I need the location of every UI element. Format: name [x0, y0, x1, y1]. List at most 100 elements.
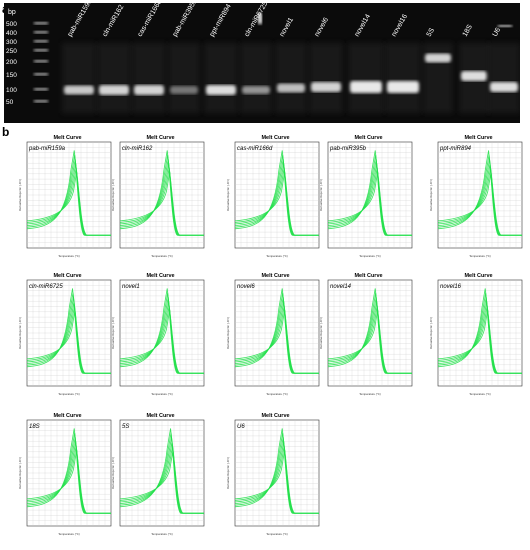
lane-label: cln-miR6725: [244, 3, 270, 38]
melt-curve-chart: Melt Curve Derivative Reporter (-Rn') Temp…: [110, 132, 211, 260]
lane-label: novel16: [391, 13, 409, 38]
ladder-mark: 200: [6, 59, 17, 66]
melt-chart-label: cln-miR6725: [29, 284, 63, 290]
melt-chart-title: Melt Curve: [146, 413, 174, 419]
lane-label: novel14: [354, 13, 372, 38]
melt-curve-svg: Melt Curve Derivative Reporter (-Rn') Temp…: [111, 135, 205, 258]
melt-curve-chart: Melt Curve Derivative Reporter (-Rn') Temp…: [110, 270, 211, 398]
lane-band: [134, 85, 164, 95]
ladder-mark: 500: [6, 21, 17, 28]
melt-curve-chart: Melt Curve Derivative Reporter (-Rn') Temp…: [318, 270, 419, 398]
y-axis-label: Derivative Reporter (-Rn'): [18, 179, 22, 211]
melt-curve-line: [26, 449, 111, 514]
melt-curve-svg: Melt Curve Derivative Reporter (-Rn') Temp…: [111, 273, 205, 396]
melt-curve-svg: Melt Curve Derivative Reporter (-Rn') Temp…: [226, 135, 320, 258]
lane-smear: [132, 43, 166, 113]
ladder-band: [34, 72, 48, 76]
melt-curve-svg: Melt Curve Derivative Reporter (-Rn') Temp…: [111, 413, 205, 536]
lane-label: ppt-miR894: [209, 3, 233, 38]
melt-chart-title: Melt Curve: [261, 135, 289, 141]
y-axis-label: Derivative Reporter (-Rn'): [429, 317, 433, 349]
y-axis-label: Derivative Reporter (-Rn'): [319, 317, 323, 349]
melt-chart-label: 5S: [122, 424, 129, 430]
melt-curve-svg: Melt Curve Derivative Reporter (-Rn') Temp…: [18, 413, 112, 536]
lane-label: pab-miR395b: [172, 3, 199, 38]
lane-smear: [348, 43, 384, 113]
x-axis-label: Temperature (°C): [266, 254, 288, 258]
lane-band: [64, 85, 94, 95]
melt-curve-chart: Melt Curve Derivative Reporter (-Rn') Temp…: [17, 132, 118, 260]
gel-image: bp 500 400 300 250 200 150 100 50 pab-miR159a cln-…: [4, 3, 520, 123]
lane-smear: [309, 43, 343, 113]
melt-curve-line: [119, 171, 204, 236]
ladder-band: [34, 87, 48, 91]
melt-curve-chart: Melt Curve Derivative Reporter (-Rn') Temp…: [225, 132, 326, 260]
gel-graphic: bp 500 400 300 250 200 150 100 50 pab-miR159a cln-…: [6, 3, 520, 113]
melt-curve-line: [234, 309, 319, 374]
melt-curve-svg: Melt Curve Derivative Reporter (-Rn') Temp…: [429, 273, 523, 396]
melt-curve-chart: Melt Curve Derivative Reporter (-Rn') Temp…: [225, 410, 326, 538]
melt-curve-svg: Melt Curve Derivative Reporter (-Rn') Temp…: [319, 135, 413, 258]
melt-chart-title: Melt Curve: [261, 413, 289, 419]
x-axis-label: Temperature (°C): [151, 254, 173, 258]
melt-curve-line: [437, 309, 522, 374]
x-axis-label: Temperature (°C): [266, 532, 288, 536]
melt-chart-title: Melt Curve: [53, 273, 81, 279]
lane-label: cas-miR166d: [137, 3, 164, 38]
y-axis-label: Derivative Reporter (-Rn'): [18, 457, 22, 489]
melt-chart-label: novel6: [237, 284, 255, 290]
lane-label: novel1: [279, 17, 295, 38]
melt-chart-title: Melt Curve: [354, 135, 382, 141]
melt-chart-label: novel1: [122, 284, 140, 290]
lane-smear: [275, 43, 307, 113]
lane-band: [277, 83, 305, 93]
lane-band: [387, 81, 419, 93]
ladder-band: [34, 59, 48, 63]
lane-label: novel6: [314, 17, 330, 38]
lane-band: [206, 85, 236, 95]
y-axis-label: Derivative Reporter (-Rn'): [226, 317, 230, 349]
lane-smear: [204, 43, 238, 113]
y-axis-label: Derivative Reporter (-Rn'): [226, 457, 230, 489]
lane-label: U6: [492, 27, 503, 38]
melt-chart-title: Melt Curve: [53, 135, 81, 141]
y-axis-label: Derivative Reporter (-Rn'): [111, 457, 115, 489]
x-axis-label: Temperature (°C): [266, 392, 288, 396]
melt-chart-label: novel16: [440, 284, 462, 290]
x-axis-label: Temperature (°C): [58, 254, 80, 258]
melt-curve-line: [26, 309, 111, 374]
melt-chart-label: U6: [237, 424, 245, 430]
melt-curve-line: [26, 171, 111, 236]
x-axis-label: Temperature (°C): [58, 392, 80, 396]
melt-chart-title: Melt Curve: [146, 135, 174, 141]
melt-curve-line: [327, 171, 412, 236]
lane-label: 18S: [462, 23, 474, 38]
lane-smear: [97, 43, 131, 113]
melt-curve-chart: Melt Curve Derivative Reporter (-Rn') Temp…: [428, 270, 529, 398]
ladder-mark: 250: [6, 48, 17, 55]
ladder-mark: 50: [6, 99, 14, 106]
melt-chart-label: cln-miR162: [122, 146, 153, 152]
ladder-mark: 150: [6, 72, 17, 79]
ladder-band: [34, 39, 48, 43]
ladder-band: [34, 48, 48, 52]
melt-chart-title: Melt Curve: [464, 273, 492, 279]
x-axis-label: Temperature (°C): [359, 392, 381, 396]
lane-smear: [385, 43, 421, 113]
y-axis-label: Derivative Reporter (-Rn'): [18, 317, 22, 349]
x-axis-label: Temperature (°C): [151, 392, 173, 396]
panel-b-letter: b: [2, 125, 10, 139]
lane-smear: [240, 43, 272, 113]
melt-chart-title: Melt Curve: [53, 413, 81, 419]
lane-smear: [168, 43, 200, 113]
melt-curve-svg: Melt Curve Derivative Reporter (-Rn') Temp…: [319, 273, 413, 396]
melt-chart-title: Melt Curve: [354, 273, 382, 279]
melt-curve-chart: Melt Curve Derivative Reporter (-Rn') Temp…: [318, 132, 419, 260]
lane-label: 5S: [426, 27, 437, 38]
lane-band: [311, 82, 341, 92]
melt-chart-label: cas-miR166d: [237, 146, 273, 152]
gel-artifact: [498, 25, 512, 27]
y-axis-label: Derivative Reporter (-Rn'): [319, 179, 323, 211]
lane-band: [170, 86, 198, 94]
lane-band: [99, 85, 129, 95]
